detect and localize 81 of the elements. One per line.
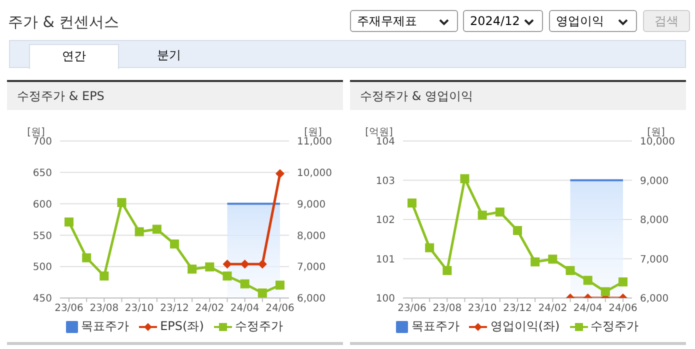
point	[425, 243, 434, 252]
point	[583, 276, 592, 285]
legend-label: 영업이익(좌)	[489, 318, 560, 335]
point	[100, 272, 109, 281]
y2-tick-label: 6,000	[297, 294, 326, 305]
y2-tick-label: 9,000	[297, 199, 326, 210]
y-tick-label: 700	[32, 136, 52, 148]
text: 2024/12	[463, 10, 543, 32]
y2-tick-label: 10,000	[297, 168, 332, 179]
point	[64, 218, 74, 227]
x-tick-label: 23/10	[124, 303, 154, 314]
y-tick-label: 450	[32, 294, 52, 305]
point	[82, 253, 92, 262]
point	[222, 272, 232, 281]
y2-tick-label: 9,000	[640, 176, 669, 187]
y2-axis-title: [원]	[647, 127, 665, 138]
x-tick-label: 23/12	[503, 303, 532, 314]
x-tick-label: 24/04	[573, 303, 602, 314]
y-tick-label: 500	[32, 262, 52, 274]
point	[495, 208, 504, 217]
point	[240, 279, 250, 288]
x-tick-label: 23/06	[398, 303, 426, 314]
text: 주재무제표	[350, 10, 458, 32]
x-tick-label: 23/08	[432, 303, 462, 314]
point	[600, 287, 610, 296]
point	[117, 198, 126, 208]
y-tick-label: 100	[376, 294, 395, 305]
point	[134, 227, 144, 236]
point	[442, 266, 452, 276]
legend-label: 목표주가	[410, 318, 460, 335]
legend-label: 수정주가	[590, 318, 639, 335]
y2-tick-label: 7,000	[297, 262, 326, 274]
x-tick-label: 24/04	[230, 303, 260, 314]
text: 영업이익	[549, 10, 637, 32]
y2-tick-label: 11,000	[297, 136, 332, 148]
y2-tick-label: 7,000	[640, 254, 669, 266]
y-tick-label: 600	[32, 199, 52, 210]
point	[258, 288, 267, 298]
legend-label: EPS(좌)	[159, 318, 204, 335]
x-tick-label: 23/06	[54, 303, 84, 314]
y-tick-label: 650	[32, 168, 52, 179]
point	[478, 210, 487, 220]
point	[513, 226, 522, 235]
y2-axis-title: [원]	[304, 127, 322, 138]
legend-label: 목표주가	[80, 318, 130, 335]
chart-title: 수정주가 & EPS	[7, 80, 343, 110]
y-tick-label: 104	[376, 136, 395, 148]
point	[566, 266, 575, 276]
x-tick-label: 23/08	[90, 303, 119, 314]
y-axis-title: [억원]	[365, 127, 393, 138]
text: 검색	[643, 10, 690, 32]
chart-title: 수정주가 & 영업이익	[350, 80, 686, 110]
y2-tick-label: 8,000	[640, 215, 669, 226]
point	[170, 239, 179, 248]
x-tick-label: 24/02	[538, 303, 568, 314]
text: 주가 & 컨센서스	[8, 13, 120, 32]
point	[408, 198, 416, 208]
x-tick-label: 23/10	[468, 303, 497, 314]
y-tick-label: 103	[376, 176, 395, 187]
y2-tick-label: 8,000	[297, 230, 326, 242]
x-tick-label: 24/02	[195, 303, 224, 314]
text: 분기	[156, 47, 182, 64]
point	[152, 224, 162, 234]
point	[276, 280, 284, 290]
point	[460, 174, 470, 184]
text: 연간	[29, 44, 119, 69]
y-tick-label: 550	[32, 230, 52, 242]
y-tick-label: 102	[376, 215, 395, 226]
point	[205, 262, 214, 272]
point	[548, 254, 558, 264]
y-tick-label: 101	[376, 254, 395, 266]
y2-tick-label: 6,000	[640, 294, 669, 305]
x-tick-label: 23/12	[160, 303, 189, 314]
point	[530, 257, 540, 266]
x-tick-label: 24/06	[266, 303, 294, 314]
x-tick-label: 24/06	[608, 303, 638, 314]
point	[618, 277, 628, 286]
y2-tick-label: 10,000	[640, 136, 675, 148]
legend-label: 수정주가	[234, 318, 283, 335]
point	[188, 264, 197, 274]
y-axis-title: [원]	[27, 127, 45, 138]
